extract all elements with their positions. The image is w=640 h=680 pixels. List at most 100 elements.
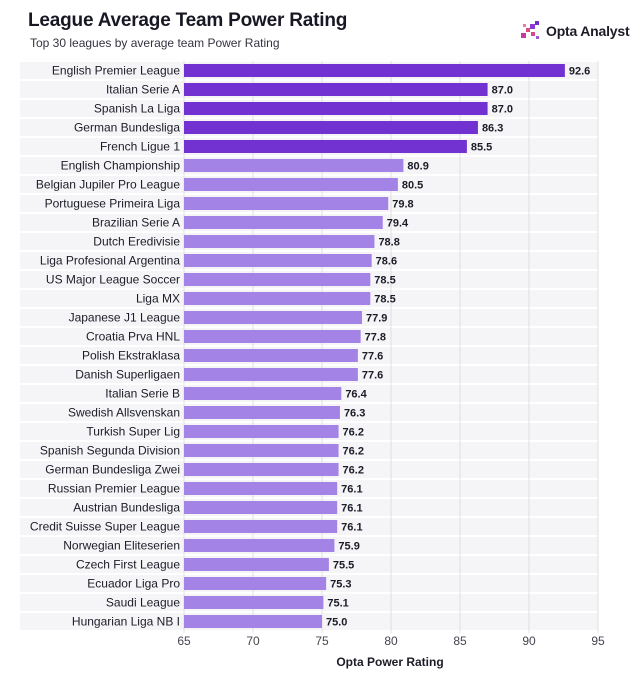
category-label: German Bundesliga [74, 121, 180, 135]
bar [184, 482, 338, 495]
x-tick-label: 85 [453, 634, 467, 648]
value-label: 78.5 [374, 294, 395, 306]
bar [184, 406, 340, 419]
value-label: 80.5 [402, 180, 423, 192]
x-axis-ticks: 65 70 75 80 85 90 95 [177, 634, 605, 648]
value-labels: 92.6 87.0 87.0 86.3 85.5 80.9 80.5 79.8 79.4 78.8… [326, 66, 590, 629]
value-label: 87.0 [492, 85, 513, 97]
bar [184, 368, 358, 381]
category-label: Belgian Jupiler Pro League [36, 178, 180, 192]
bar [184, 235, 375, 248]
category-label: Norwegian Eliteserien [63, 539, 180, 553]
value-label: 76.1 [341, 484, 362, 496]
bar [184, 349, 358, 362]
category-label: Spanish Segunda Division [40, 444, 180, 458]
bar [184, 121, 478, 134]
bar [184, 463, 339, 476]
chart-subtitle: Top 30 leagues by average team Power Rat… [30, 36, 280, 50]
value-label: 77.9 [366, 313, 387, 325]
bar [184, 311, 363, 324]
category-labels: English Premier League Italian Serie A Spa… [30, 64, 180, 629]
value-label: 78.8 [378, 237, 399, 249]
x-tick-label: 80 [384, 634, 398, 648]
bar [184, 596, 324, 609]
value-label: 85.5 [471, 142, 492, 154]
value-label: 87.0 [492, 104, 513, 116]
category-label: Saudi League [106, 596, 180, 610]
bar [184, 102, 488, 115]
bar [184, 64, 565, 77]
category-label: Polish Ekstraklasa [82, 349, 180, 363]
value-label: 77.6 [362, 351, 383, 363]
category-label: Italian Serie A [106, 83, 180, 97]
bar [184, 197, 389, 210]
bar [184, 140, 467, 153]
bar [184, 83, 488, 96]
value-label: 76.1 [341, 503, 362, 515]
value-label: 75.5 [333, 560, 354, 572]
bar [184, 539, 335, 552]
value-label: 76.2 [343, 465, 364, 477]
value-label: 92.6 [569, 66, 590, 78]
value-label: 79.4 [387, 218, 409, 230]
bar [184, 615, 322, 628]
bar [184, 577, 327, 590]
value-label: 76.4 [345, 389, 367, 401]
category-label: German Bundesliga Zwei [45, 463, 180, 477]
value-label: 75.3 [330, 579, 351, 591]
x-tick-label: 75 [315, 634, 329, 648]
value-label: 76.3 [344, 408, 365, 420]
category-label: Liga MX [136, 292, 180, 306]
category-label: Japanese J1 League [69, 311, 181, 325]
value-label: 86.3 [482, 123, 503, 135]
bar [184, 558, 329, 571]
category-label: US Major League Soccer [46, 273, 180, 287]
category-label: Credit Suisse Super League [30, 520, 180, 534]
category-label: Liga Profesional Argentina [40, 254, 180, 268]
bar [184, 425, 339, 438]
x-tick-label: 70 [246, 634, 260, 648]
value-label: 78.6 [376, 256, 397, 268]
category-label: Ecuador Liga Pro [87, 577, 180, 591]
bar [184, 254, 372, 267]
bars [184, 64, 565, 628]
category-label: English Championship [61, 159, 181, 173]
category-label: Turkish Super Lig [86, 425, 180, 439]
bar [184, 520, 338, 533]
value-label: 78.5 [374, 275, 395, 287]
category-label: Hungarian Liga NB I [72, 615, 180, 629]
chart-title: League Average Team Power Rating [28, 10, 348, 31]
category-label: Austrian Bundesliga [73, 501, 180, 515]
value-label: 80.9 [407, 161, 428, 173]
opta-analyst-logo-icon [521, 21, 539, 39]
value-label: 75.1 [327, 598, 348, 610]
brand-name: Opta Analyst [546, 23, 630, 39]
category-label: Spanish La Liga [94, 102, 180, 116]
category-label: Swedish Allsvenskan [68, 406, 180, 420]
category-label: French Ligue 1 [100, 140, 180, 154]
category-label: Dutch Eredivisie [93, 235, 180, 249]
x-tick-label: 65 [177, 634, 191, 648]
category-label: Italian Serie B [105, 387, 180, 401]
value-label: 75.9 [338, 541, 359, 553]
category-label: Czech First League [76, 558, 180, 572]
x-axis-title: Opta Power Rating [336, 655, 443, 669]
category-label: Russian Premier League [48, 482, 180, 496]
category-label: Croatia Prva HNL [86, 330, 180, 344]
bar [184, 330, 361, 343]
value-label: 76.1 [341, 522, 362, 534]
value-label: 77.6 [362, 370, 383, 382]
category-label: Portuguese Primeira Liga [45, 197, 181, 211]
bar [184, 292, 371, 305]
gridlines [183, 61, 599, 633]
value-label: 76.2 [343, 446, 364, 458]
bar [184, 216, 383, 229]
x-tick-label: 90 [522, 634, 536, 648]
bar [184, 159, 404, 172]
bar [184, 178, 398, 191]
category-label: English Premier League [52, 64, 180, 78]
value-label: 75.0 [326, 617, 347, 629]
bar [184, 273, 371, 286]
value-label: 77.8 [365, 332, 386, 344]
